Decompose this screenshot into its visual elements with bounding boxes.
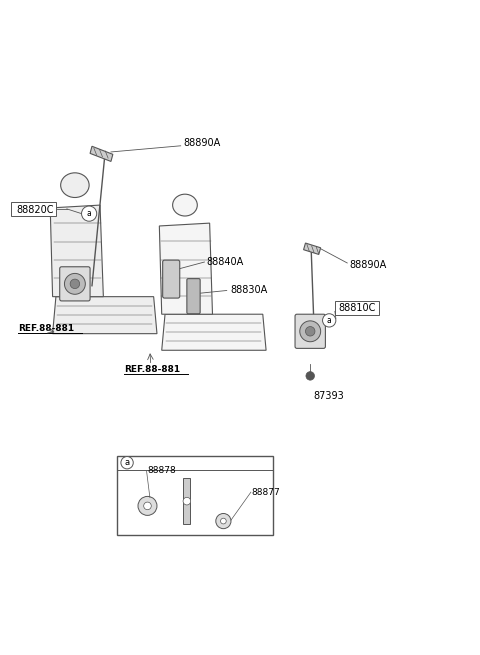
Text: 88820C: 88820C: [16, 205, 54, 215]
Text: a: a: [87, 209, 92, 218]
Text: 88890A: 88890A: [183, 138, 220, 149]
Circle shape: [82, 206, 96, 221]
Bar: [12, 202, 56, 217]
Text: 88890A: 88890A: [349, 260, 386, 270]
Polygon shape: [162, 314, 266, 350]
Polygon shape: [159, 223, 213, 314]
FancyBboxPatch shape: [295, 314, 325, 348]
Text: 88810C: 88810C: [338, 303, 375, 312]
Polygon shape: [50, 205, 103, 297]
Circle shape: [138, 496, 157, 515]
Circle shape: [306, 371, 314, 380]
Text: REF.88-881: REF.88-881: [18, 324, 74, 333]
Circle shape: [220, 518, 226, 524]
Ellipse shape: [60, 173, 89, 198]
Circle shape: [183, 497, 191, 505]
Text: 87393: 87393: [313, 391, 344, 402]
Circle shape: [323, 314, 336, 327]
Circle shape: [121, 457, 133, 469]
Text: a: a: [124, 458, 130, 467]
Polygon shape: [303, 243, 321, 254]
Ellipse shape: [173, 194, 197, 216]
Polygon shape: [183, 478, 190, 524]
Text: 88877: 88877: [252, 487, 281, 496]
Bar: [117, 456, 273, 535]
Text: 88878: 88878: [147, 466, 176, 476]
Circle shape: [305, 327, 315, 336]
Polygon shape: [90, 146, 113, 161]
FancyBboxPatch shape: [163, 260, 180, 298]
Circle shape: [70, 279, 80, 289]
FancyBboxPatch shape: [60, 267, 90, 301]
Text: REF.88-881: REF.88-881: [124, 365, 180, 374]
Text: 88840A: 88840A: [207, 257, 244, 267]
Circle shape: [300, 321, 321, 342]
FancyBboxPatch shape: [187, 278, 200, 314]
Circle shape: [64, 273, 85, 294]
Circle shape: [144, 502, 151, 510]
Circle shape: [216, 514, 231, 529]
Polygon shape: [53, 297, 157, 333]
Text: a: a: [327, 316, 332, 325]
Bar: [335, 301, 379, 315]
Text: 88830A: 88830A: [230, 286, 268, 295]
